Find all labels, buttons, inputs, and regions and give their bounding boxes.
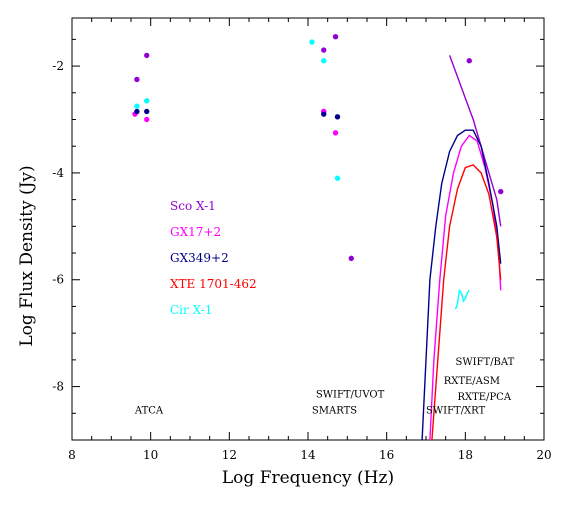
series-curve	[454, 288, 470, 310]
y-tick-label: -4	[52, 166, 64, 180]
y-tick-label: -8	[52, 380, 64, 394]
annotation-label: RXTE/ASM	[444, 376, 500, 387]
data-point	[134, 103, 140, 109]
data-point	[134, 108, 140, 115]
legend-entry: Sco X-1	[170, 199, 216, 213]
annotation-label: SWIFT/BAT	[456, 357, 515, 368]
x-tick-label: 20	[536, 448, 551, 462]
annotation-label: RXTE/PCA	[457, 392, 511, 403]
data-point	[144, 116, 150, 123]
series-curve	[431, 164, 502, 441]
series-curves	[421, 55, 502, 441]
x-tick-label: 10	[143, 448, 158, 462]
data-point	[334, 175, 341, 181]
series-curve	[421, 129, 502, 441]
y-tick-labels: -2 -4 -6 -8	[52, 59, 64, 394]
y-tick-label: -6	[52, 273, 64, 287]
legend-entry: GX349+2	[170, 251, 229, 265]
data-point	[144, 108, 150, 115]
legend-entry: GX17+2	[170, 225, 221, 239]
data-point	[321, 58, 327, 64]
data-point	[348, 255, 354, 262]
x-tick-label: 18	[458, 448, 473, 462]
data-point	[144, 52, 150, 59]
legend-entry: Cir X-1	[170, 303, 212, 317]
x-tick-labels: 8 10 12 14 16 18 20	[68, 448, 551, 462]
legend: Sco X-1 GX17+2 GX349+2 XTE 1701-462 Cir …	[170, 199, 257, 317]
legend-entry: XTE 1701-462	[170, 277, 257, 291]
data-point	[332, 130, 339, 136]
x-tick-label: 12	[222, 448, 237, 462]
data-point	[134, 76, 140, 83]
data-point	[309, 39, 315, 45]
x-axis-label: Log Frequency (Hz)	[222, 468, 394, 488]
x-tick-label: 14	[300, 448, 316, 462]
data-point	[466, 58, 472, 64]
data-point	[332, 33, 339, 40]
data-point	[334, 114, 341, 120]
y-axis-label: Log Flux Density (Jy)	[17, 165, 37, 346]
annotation-label: SWIFT/XRT	[426, 405, 486, 416]
series-curve	[448, 55, 502, 227]
instrument-labels: ATCA SWIFT/UVOT SMARTS SWIFT/BAT RXTE/AS…	[134, 357, 515, 416]
x-tick-label: 16	[379, 448, 394, 462]
y-tick-label: -2	[52, 59, 64, 73]
x-tick-label: 8	[68, 448, 76, 462]
data-point	[498, 188, 504, 195]
annotation-label: ATCA	[134, 405, 164, 416]
data-point	[321, 111, 327, 117]
data-point	[321, 47, 327, 53]
series-points	[132, 33, 504, 262]
annotation-label: SWIFT/UVOT	[316, 389, 385, 400]
axis-ticks	[71, 18, 545, 441]
data-point	[144, 98, 150, 104]
annotation-label: SMARTS	[312, 405, 357, 416]
